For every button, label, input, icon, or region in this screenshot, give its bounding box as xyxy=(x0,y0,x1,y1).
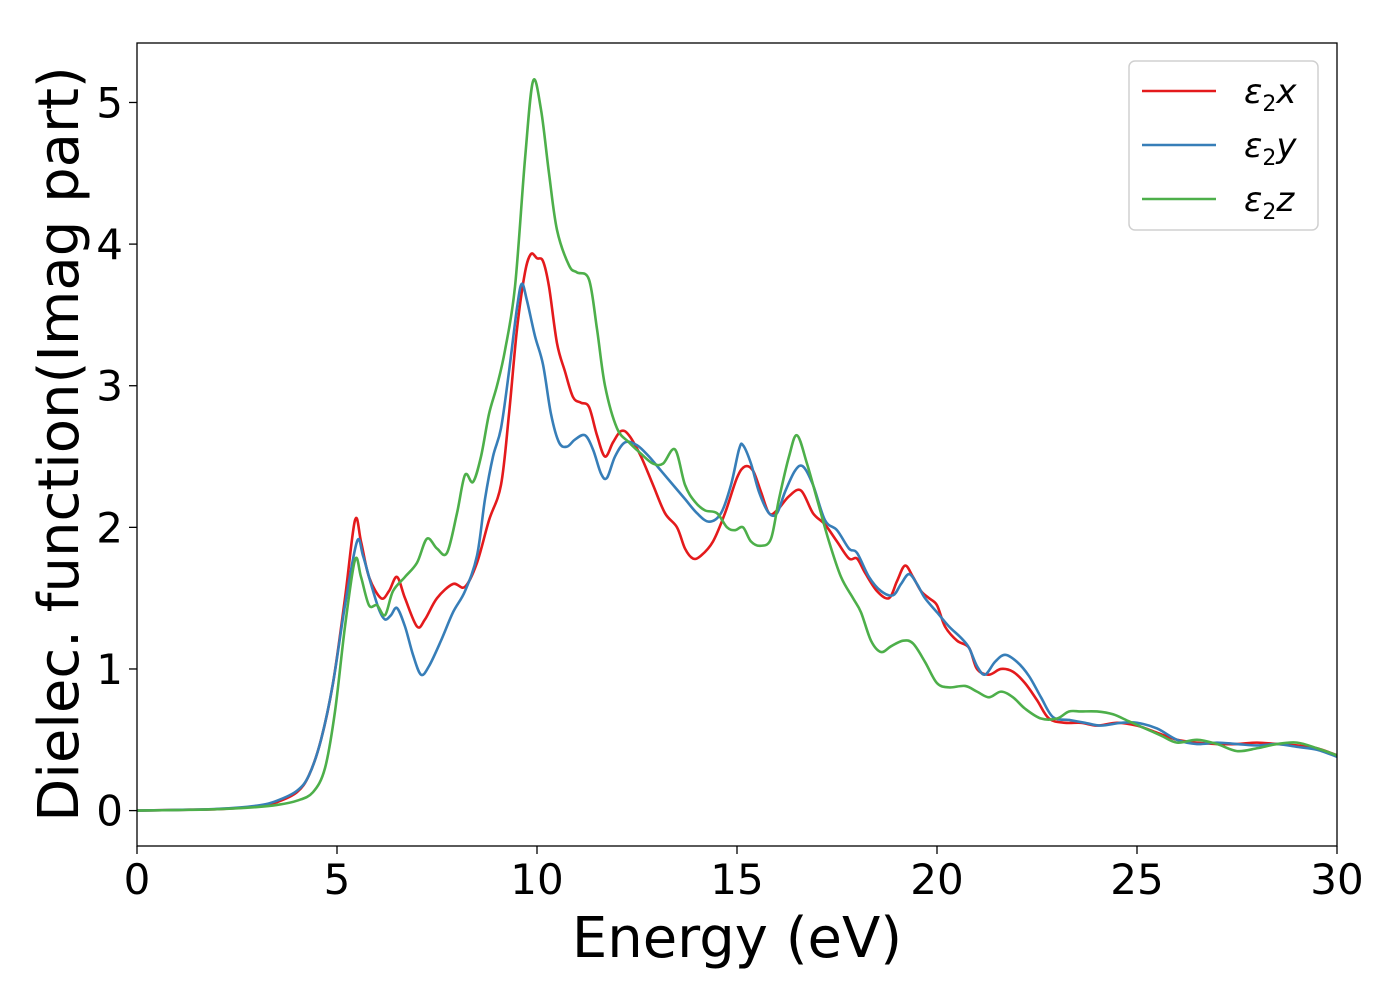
x-tick-label: 30 xyxy=(1310,855,1363,904)
y-tick-label: 5 xyxy=(96,78,123,127)
legend-subscript: 2 xyxy=(1262,92,1276,117)
legend-symbol: ε xyxy=(1244,72,1262,112)
y-tick-label: 2 xyxy=(96,503,123,552)
legend-box xyxy=(1128,60,1319,231)
legend-label-y: ε2y xyxy=(1244,126,1297,171)
y-axis-title: Dielec. function(Imag part) xyxy=(27,66,92,822)
x-tick-label: 10 xyxy=(510,855,563,904)
series-epsilon2-x-line xyxy=(137,252,1337,812)
legend-suffix: x xyxy=(1275,72,1297,112)
y-axis: 0 1 2 3 4 5 xyxy=(96,78,137,836)
x-tick-label: 5 xyxy=(324,855,351,904)
y-tick-label: 0 xyxy=(96,787,123,836)
y-tick-label: 1 xyxy=(96,645,123,694)
series-layer xyxy=(137,78,1337,812)
x-tick-label: 15 xyxy=(710,855,763,904)
y-tick-label: 3 xyxy=(96,362,123,411)
series-epsilon2-z-line xyxy=(137,78,1337,812)
x-tick-label: 0 xyxy=(124,855,151,904)
legend-subscript: 2 xyxy=(1262,200,1276,225)
legend-label-x: ε2x xyxy=(1244,72,1297,117)
legend-subscript: 2 xyxy=(1262,146,1276,171)
series-epsilon2-y-line xyxy=(137,282,1337,812)
y-tick-label: 4 xyxy=(96,220,123,269)
legend-label-z: ε2z xyxy=(1244,180,1295,225)
legend-suffix: y xyxy=(1275,126,1297,166)
x-axis: 0 5 10 15 20 25 30 xyxy=(124,846,1364,904)
x-tick-label: 20 xyxy=(910,855,963,904)
legend-symbol: ε xyxy=(1244,180,1262,220)
x-tick-label: 25 xyxy=(1110,855,1163,904)
x-axis-title: Energy (eV) xyxy=(572,906,902,971)
legend-symbol: ε xyxy=(1244,126,1262,166)
legend-suffix: z xyxy=(1275,180,1295,220)
